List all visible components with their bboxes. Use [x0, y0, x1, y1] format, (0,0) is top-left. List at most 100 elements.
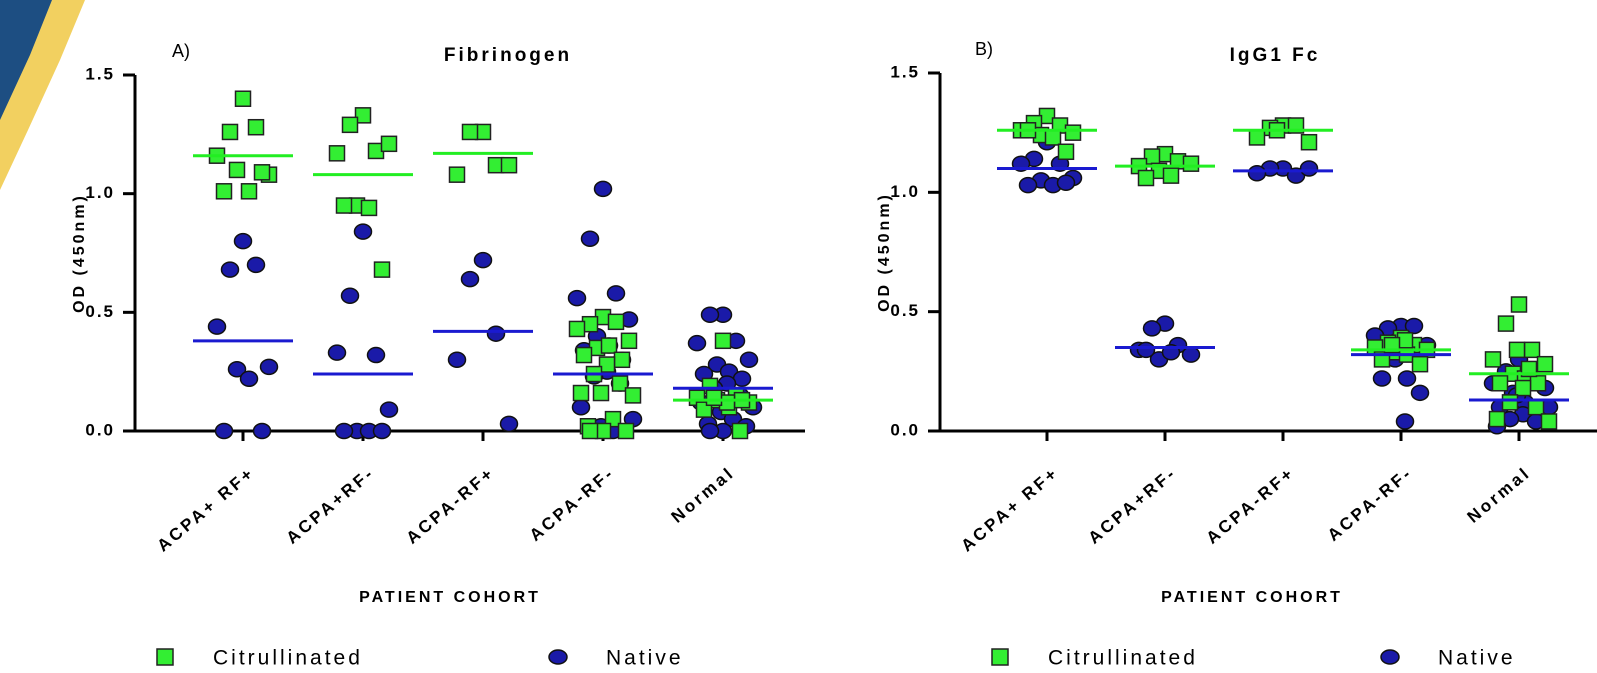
data-point: [1144, 321, 1161, 336]
data-point: [1250, 130, 1265, 145]
data-point: [1493, 376, 1508, 391]
y-tick-label: 1.5: [890, 62, 920, 81]
data-point: [1516, 381, 1531, 396]
data-point: [626, 388, 641, 403]
data-point: [619, 424, 634, 439]
x-tick-label: Normal: [668, 463, 739, 527]
y-tick-label: 1.0: [890, 182, 920, 201]
chart-title: Fibrinogen: [444, 45, 572, 66]
data-point: [462, 272, 479, 287]
data-point: [1139, 171, 1154, 186]
data-point: [733, 424, 748, 439]
x-tick-label: ACPA+RF-: [1085, 463, 1181, 548]
data-point: [1059, 144, 1074, 159]
data-point: [343, 117, 358, 132]
data-point: [1529, 400, 1544, 415]
legend-marker: [1381, 650, 1399, 664]
y-tick-label: 0.0: [890, 420, 920, 439]
y-axis-label: OD (450nm): [876, 192, 893, 312]
data-point: [241, 371, 258, 386]
data-point: [1503, 395, 1518, 410]
data-point: [1399, 371, 1416, 386]
x-tick-label: ACPA-RF-: [526, 463, 619, 545]
data-point: [248, 257, 265, 272]
data-point: [573, 400, 590, 415]
data-point: [609, 314, 624, 329]
data-point: [1486, 352, 1501, 367]
data-point: [1164, 168, 1179, 183]
panel-label: B): [975, 39, 993, 59]
x-tick-label: ACPA+ RF+: [153, 463, 258, 555]
data-point: [1412, 385, 1429, 400]
y-tick-label: 1.5: [85, 64, 115, 83]
data-point: [362, 200, 377, 215]
data-point: [217, 184, 232, 199]
data-point: [707, 390, 722, 405]
data-point: [216, 424, 233, 439]
data-point: [1302, 135, 1317, 150]
data-point: [577, 348, 592, 363]
data-point: [1058, 175, 1075, 190]
x-tick-label: ACPA-RF-: [1324, 463, 1417, 545]
data-point: [1413, 357, 1428, 372]
data-point: [622, 333, 637, 348]
data-point: [1512, 297, 1527, 312]
figure: A) Fibrinogen OD (450nm) PATIENT COHORT 0.0 0…: [0, 0, 1597, 673]
x-axis-label: PATIENT COHORT: [1161, 589, 1343, 606]
legend-marker: [157, 649, 173, 665]
data-point: [236, 91, 251, 106]
data-point: [1046, 130, 1061, 145]
data-point: [1301, 161, 1318, 176]
data-point: [382, 136, 397, 151]
data-point: [741, 352, 758, 367]
legend-label: Citrullinated: [1048, 647, 1198, 670]
data-point: [449, 352, 466, 367]
data-point: [702, 424, 719, 439]
x-tick-label: ACPA+RF-: [283, 463, 379, 548]
data-point: [209, 319, 226, 334]
data-point: [381, 402, 398, 417]
data-point: [608, 286, 625, 301]
data-point: [330, 146, 345, 161]
data-point: [342, 288, 359, 303]
x-tick-label: ACPA-RF+: [403, 463, 499, 548]
panel-label: A): [172, 41, 190, 61]
data-point: [1020, 178, 1037, 193]
data-point: [1531, 376, 1546, 391]
data-point: [1066, 125, 1081, 140]
data-point: [570, 321, 585, 336]
data-point: [615, 352, 630, 367]
data-point: [1525, 342, 1540, 357]
data-point: [501, 416, 518, 431]
data-point: [574, 386, 589, 401]
x-tick-label: ACPA+ RF+: [957, 463, 1062, 555]
data-point: [254, 424, 271, 439]
data-point: [594, 386, 609, 401]
data-point: [1183, 347, 1200, 362]
data-point: [702, 307, 719, 322]
data-point: [375, 262, 390, 277]
legend-marker: [549, 650, 567, 664]
data-point: [374, 424, 391, 439]
data-point: [1538, 357, 1553, 372]
data-point: [242, 184, 257, 199]
data-point: [463, 124, 478, 139]
data-point: [1542, 414, 1557, 429]
data-point: [502, 158, 517, 173]
chart-title: IgG1 Fc: [1230, 45, 1321, 66]
data-point: [595, 181, 612, 196]
y-tick-label: 0.5: [85, 302, 115, 321]
data-point: [602, 338, 617, 353]
legend-label: Native: [1438, 647, 1516, 670]
legend-label: Native: [606, 647, 684, 670]
data-point: [1499, 316, 1514, 331]
data-point: [475, 253, 492, 268]
data-point: [336, 424, 353, 439]
x-tick-label: ACPA-RF+: [1203, 463, 1299, 548]
data-point: [222, 262, 239, 277]
y-tick-label: 1.0: [85, 183, 115, 202]
x-tick-label: Normal: [1464, 463, 1535, 527]
data-point: [230, 162, 245, 177]
data-point: [450, 167, 465, 182]
data-point: [337, 198, 352, 213]
